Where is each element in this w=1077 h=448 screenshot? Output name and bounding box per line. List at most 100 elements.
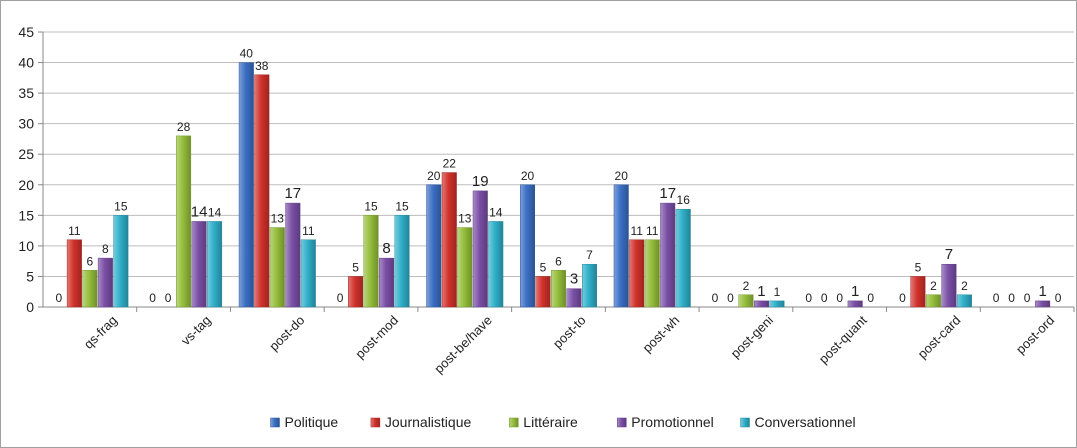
data-label: 11 [630,224,643,238]
data-label: 1 [851,283,859,300]
data-label: 14 [191,203,208,220]
data-label: 8 [102,242,109,256]
legend-label: Journalistique [385,414,472,430]
data-label: 38 [255,59,269,73]
legend-swatch [617,417,627,428]
data-label: 0 [821,291,828,305]
data-label: 0 [836,291,843,305]
bar [82,270,98,308]
data-label: 11 [68,224,81,238]
bar [769,300,785,308]
data-label: 28 [177,120,191,134]
bar [363,215,379,308]
data-label: 17 [659,185,676,202]
data-label: 16 [677,193,691,207]
data-label: 14 [208,205,222,219]
data-label: 11 [302,224,315,238]
data-label: 0 [337,291,344,305]
data-label: 2 [930,279,937,293]
legend-swatch [370,417,381,428]
bar [269,227,285,308]
bar [176,135,192,308]
bar [941,263,957,308]
data-label: 14 [489,205,503,219]
bar [660,202,676,308]
data-label: 0 [1055,291,1062,305]
data-label: 0 [149,291,156,305]
bar [426,184,442,308]
data-label: 0 [712,291,719,305]
data-label: 2 [961,279,968,293]
legend-label: Conversationnel [755,414,856,430]
bar [566,288,582,308]
bar [956,294,972,308]
bar [254,74,270,308]
data-label: 1 [1038,283,1046,300]
y-tick-label: 20 [18,177,34,193]
data-label: 15 [114,199,128,213]
y-tick-label: 10 [18,238,34,254]
bar [457,227,473,308]
legend-swatch [270,417,280,428]
bar [1035,300,1051,308]
data-label: 19 [472,173,489,190]
data-label: 22 [443,157,457,171]
data-label: 13 [271,212,285,226]
y-tick-label: 30 [18,116,34,132]
data-label: 20 [521,169,535,183]
data-label: 0 [727,291,734,305]
bar [582,263,597,308]
y-tick-label: 40 [18,55,34,71]
bar [348,276,364,308]
bar [379,257,395,308]
data-label: 1 [774,285,781,299]
data-label: 20 [615,169,629,183]
bar [535,276,551,308]
legend-label: Politique [285,414,339,430]
data-label: 5 [540,260,547,274]
bar [925,294,941,308]
data-label: 0 [993,291,1000,305]
data-label: 7 [586,248,593,262]
legend-swatch [509,417,519,428]
y-tick-label: 25 [18,146,34,162]
data-label: 3 [570,271,578,288]
data-label: 0 [165,291,172,305]
data-label: 15 [395,199,409,213]
bar [394,215,410,308]
data-label: 40 [240,47,254,61]
data-label: 6 [87,254,94,268]
data-label: 0 [56,291,63,305]
bar [613,184,629,308]
legend-label: Promotionnel [631,414,714,430]
bar [910,276,926,308]
data-label: 1 [757,283,765,300]
y-tick-label: 45 [18,24,34,40]
bar [191,221,207,308]
data-label: 5 [352,260,359,274]
y-tick-label: 15 [18,207,34,223]
data-label: 0 [867,291,874,305]
y-tick-label: 0 [26,299,34,315]
bar [97,257,113,308]
data-label: 13 [458,212,472,226]
legend-label: Littéraire [523,414,578,430]
bar [113,215,129,308]
bar [738,294,754,308]
bar [551,270,566,308]
data-label: 15 [364,199,378,213]
bar [207,221,223,308]
bar [629,239,645,308]
data-label: 2 [743,279,750,293]
data-label: 0 [1024,291,1031,305]
bar [472,190,488,308]
bar [488,221,504,308]
legend-swatch [740,417,750,428]
data-label: 6 [555,254,562,268]
bar [520,184,535,308]
bar [644,239,660,308]
y-tick-label: 5 [26,268,34,284]
